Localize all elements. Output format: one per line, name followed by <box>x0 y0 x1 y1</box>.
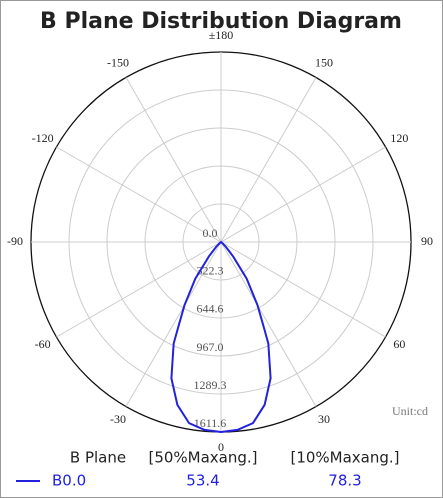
grid-spoke <box>56 241 222 338</box>
series-line <box>170 240 272 434</box>
radial-label: 644.6 <box>197 302 224 316</box>
angle-label: -150 <box>107 55 129 69</box>
angle-label: 0 <box>218 440 224 454</box>
grid-spoke <box>220 241 386 338</box>
grid-spoke <box>125 241 222 407</box>
table-header: B Plane <box>70 449 126 467</box>
angle-label: 150 <box>315 55 333 69</box>
angle-label: 30 <box>318 412 330 426</box>
radial-label: 1611.6 <box>194 416 227 430</box>
chart-title: B Plane Distribution Diagram <box>40 9 402 34</box>
angle-label: -60 <box>35 337 51 351</box>
table-header: [50%Maxang.] <box>148 449 257 467</box>
angle-label: -120 <box>32 131 54 145</box>
angle-label: ±180 <box>209 28 234 42</box>
legend-label: B0.0 <box>52 472 86 490</box>
table-value: 53.4 <box>186 472 219 490</box>
table-header: [10%Maxang.] <box>290 449 399 467</box>
radial-label: 1289.3 <box>194 378 227 392</box>
table-value: 78.3 <box>328 472 361 490</box>
radial-label: 967.0 <box>197 340 224 354</box>
angle-label: 120 <box>390 131 408 145</box>
grid-spoke <box>220 241 317 407</box>
grid-spoke <box>220 77 317 243</box>
angle-label: 60 <box>393 337 405 351</box>
radial-label: 0.0 <box>203 226 218 240</box>
unit-label: Unit:cd <box>392 404 428 418</box>
grid-spoke <box>220 146 386 243</box>
angle-label: -90 <box>7 234 23 248</box>
angle-label: 90 <box>421 234 433 248</box>
angle-label: -30 <box>110 412 126 426</box>
grid-spoke <box>125 77 222 243</box>
grid-spoke <box>56 146 222 243</box>
